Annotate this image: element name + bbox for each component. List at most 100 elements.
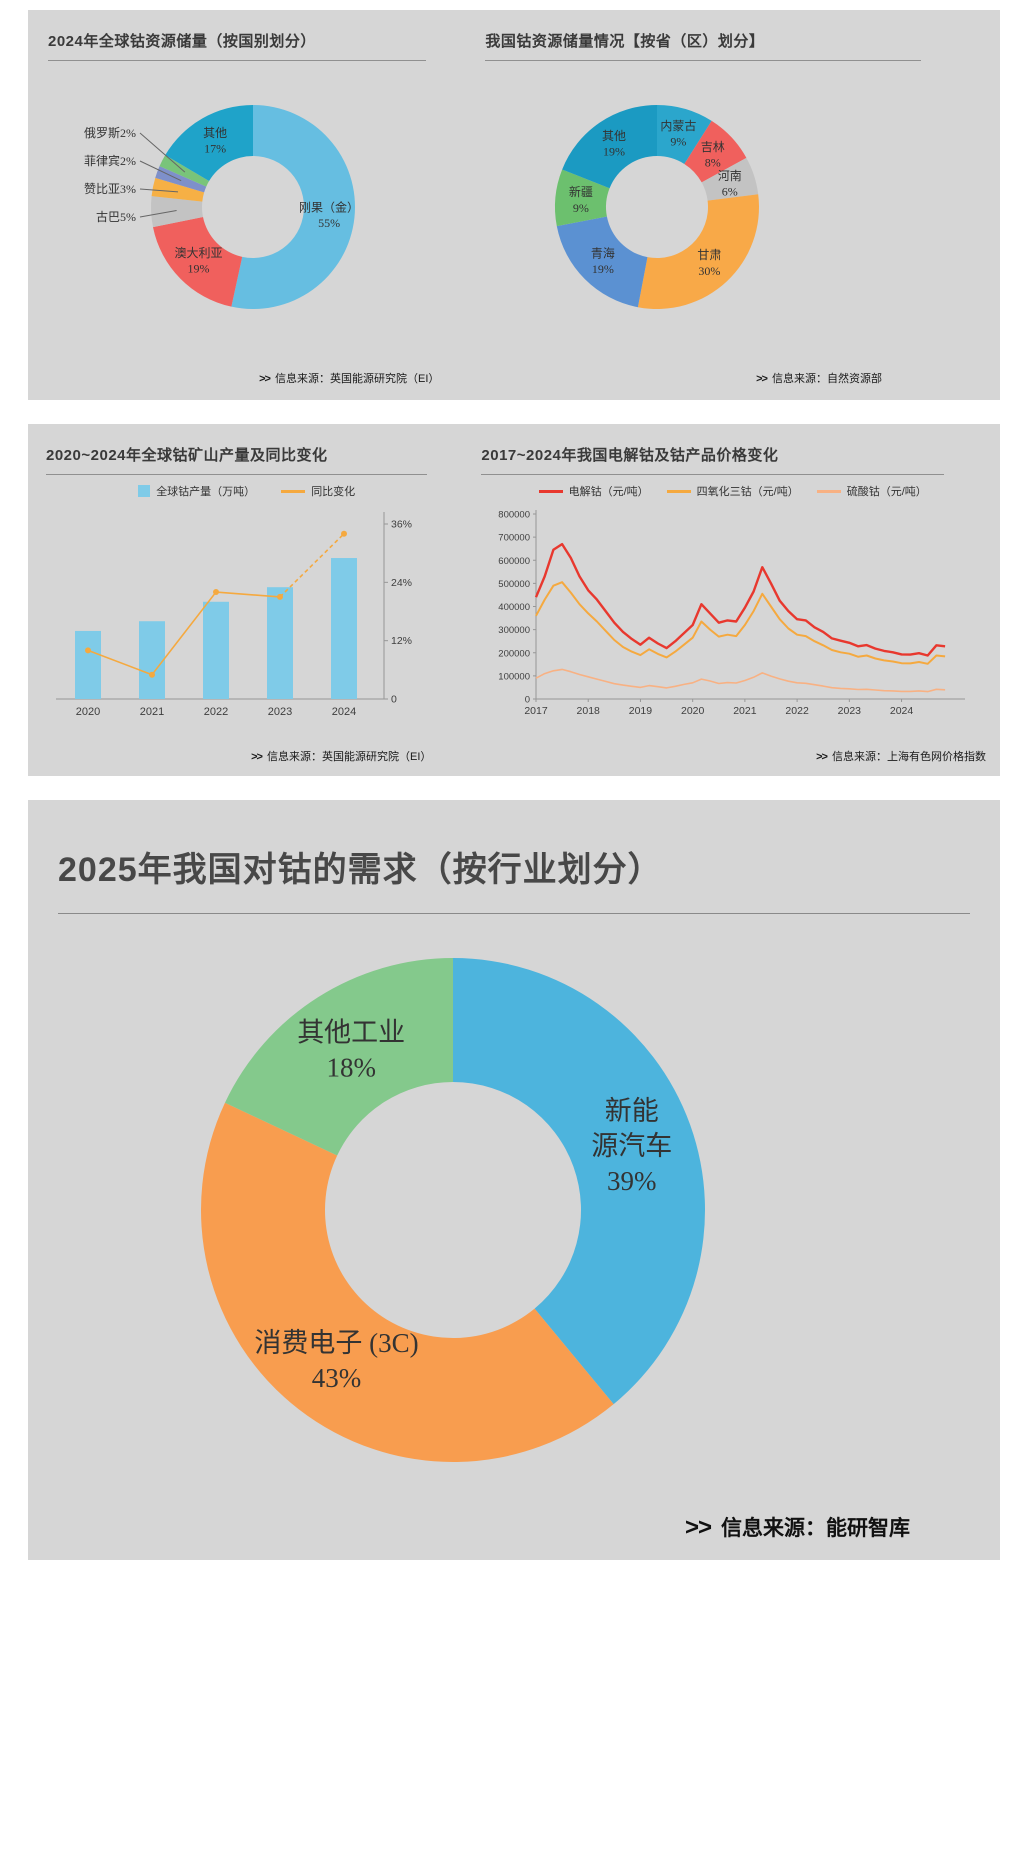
panel-demand: 2025年我国对钴的需求（按行业划分） 新能 源汽车 39% 消费电子 (3C) 43%… xyxy=(28,800,1000,1560)
legend-item-production-bars: 全球钴产量（万吨） xyxy=(138,483,255,499)
legend-item-cobalt-sulfate: 硫酸钴（元/吨） xyxy=(816,483,927,499)
card-china-reserves: 我国钴资源储量情况【按省（区）划分】 内蒙古 9% 吉林 8% 河南 6% 甘肃 30% 青海 1… xyxy=(465,10,1000,400)
source-note-prices: >> 信息来源：上海有色网价格指数 xyxy=(816,748,986,764)
legend-prices: 电解钴（元/吨） 四氧化三钴（元/吨） 硫酸钴（元/吨） xyxy=(481,483,984,499)
svg-text:澳大利亚: 澳大利亚 xyxy=(174,246,222,260)
svg-text:17%: 17% xyxy=(204,142,226,156)
legend-item-electrolytic-cobalt: 电解钴（元/吨） xyxy=(538,483,649,499)
source-note-production: >> 信息来源：英国能源研究院（EI） xyxy=(251,748,431,764)
donut-chart-china-reserves: 内蒙古 9% 吉林 8%河南6% 甘肃 30% 青海 19% 新疆 9% 其他 19% xyxy=(555,105,760,309)
svg-text:河南: 河南 xyxy=(718,168,742,183)
svg-text:2020: 2020 xyxy=(76,706,100,718)
svg-text:2021: 2021 xyxy=(140,706,164,718)
svg-text:300000: 300000 xyxy=(499,625,531,636)
svg-text:2024: 2024 xyxy=(890,705,914,717)
source-text: 信息来源：自然资源部 xyxy=(771,373,882,385)
svg-text:700000: 700000 xyxy=(499,533,531,544)
card-cobalt-prices: 2017~2024年我国电解钴及钴产品价格变化 电解钴（元/吨） 四氧化三钴（元… xyxy=(465,424,1000,776)
svg-text:2017: 2017 xyxy=(525,705,549,717)
svg-text:43%: 43% xyxy=(312,1363,362,1393)
source-arrows: >> xyxy=(259,373,271,385)
svg-text:9%: 9% xyxy=(671,135,687,149)
legend-label: 全球钴产量（万吨） xyxy=(156,486,256,498)
source-arrows: >> xyxy=(816,751,828,763)
chart-title-demand: 2025年我国对钴的需求（按行业划分） xyxy=(58,851,663,889)
panel-reserves: 2024年全球钴资源储量（按国别划分） 俄罗斯2% 菲律宾2% 赞比亚3% 古巴5% 刚… xyxy=(28,10,1000,400)
legend-label: 电解钴（元/吨） xyxy=(568,486,649,498)
svg-text:2019: 2019 xyxy=(629,705,653,717)
legend-label: 硫酸钴（元/吨） xyxy=(846,486,927,498)
chart-title-cobalt-prices: 2017~2024年我国电解钴及钴产品价格变化 xyxy=(481,447,779,464)
source-note-china-reserves: >> 信息来源：自然资源部 xyxy=(756,370,882,386)
svg-text:甘肃: 甘肃 xyxy=(698,248,722,262)
svg-text:其他: 其他 xyxy=(203,126,227,140)
title-rule xyxy=(485,60,921,61)
svg-text:2022: 2022 xyxy=(204,706,228,718)
svg-text:8%: 8% xyxy=(705,156,721,170)
bar-line-chart-production: 0 12% 24% 36% 2020 2021 2022 2023 2024 xyxy=(56,512,412,718)
svg-text:400000: 400000 xyxy=(499,602,531,613)
card-global-reserves: 2024年全球钴资源储量（按国别划分） 俄罗斯2% 菲律宾2% 赞比亚3% 古巴5% 刚… xyxy=(28,10,465,400)
source-arrows: >> xyxy=(684,1514,712,1541)
title-rule xyxy=(46,474,428,475)
line-swatch xyxy=(666,489,691,493)
legend-item-yoy-line: 同比变化 xyxy=(281,483,355,499)
svg-text:39%: 39% xyxy=(607,1166,657,1196)
svg-text:18%: 18% xyxy=(326,1053,376,1083)
svg-text:2023: 2023 xyxy=(268,706,292,718)
svg-text:19%: 19% xyxy=(187,262,209,276)
svg-text:赞比亚3%: 赞比亚3% xyxy=(84,182,136,196)
svg-text:2024: 2024 xyxy=(332,706,356,718)
title-rule xyxy=(48,60,426,61)
svg-text:古巴5%: 古巴5% xyxy=(96,209,136,224)
legend-label: 同比变化 xyxy=(311,486,356,498)
svg-text:12%: 12% xyxy=(391,635,412,647)
source-text: 信息来源：能研智库 xyxy=(721,1517,910,1540)
svg-text:2023: 2023 xyxy=(838,705,862,717)
line-swatch xyxy=(538,489,563,493)
source-note-demand: >> 信息来源：能研智库 xyxy=(58,1512,970,1542)
line-swatch xyxy=(281,489,306,493)
svg-text:2021: 2021 xyxy=(734,705,758,717)
source-text: 信息来源：英国能源研究院（EI） xyxy=(266,751,432,763)
svg-text:源汽车: 源汽车 xyxy=(591,1131,672,1161)
svg-text:吉林: 吉林 xyxy=(701,140,725,154)
svg-text:30%: 30% xyxy=(699,264,721,278)
legend-item-cobalt-tetroxide: 四氧化三钴（元/吨） xyxy=(666,483,799,499)
svg-text:100000: 100000 xyxy=(499,671,531,682)
svg-text:刚果（金）: 刚果（金） xyxy=(299,200,359,215)
svg-text:新疆: 新疆 xyxy=(569,184,593,199)
svg-text:800000: 800000 xyxy=(499,510,531,521)
line-swatch xyxy=(816,489,841,493)
card-global-production: 2020~2024年全球钴矿山产量及同比变化 全球钴产量（万吨） 同比变化 0 1… xyxy=(28,424,465,776)
legend-label: 四氧化三钴（元/吨） xyxy=(696,486,799,498)
cobalt-infographic-page: 2024年全球钴资源储量（按国别划分） 俄罗斯2% 菲律宾2% 赞比亚3% 古巴5% 刚… xyxy=(0,10,1028,1560)
title-rule xyxy=(481,474,944,475)
svg-text:俄罗斯2%: 俄罗斯2% xyxy=(84,126,136,140)
svg-text:2022: 2022 xyxy=(786,705,810,717)
bar-swatch xyxy=(138,485,151,497)
svg-text:2020: 2020 xyxy=(681,705,705,717)
svg-text:其他: 其他 xyxy=(602,129,626,143)
svg-text:55%: 55% xyxy=(318,216,340,230)
svg-text:0: 0 xyxy=(391,694,397,706)
source-text: 信息来源：英国能源研究院（EI） xyxy=(274,373,440,385)
svg-text:600000: 600000 xyxy=(499,556,531,567)
panel-production-and-prices: 2020~2024年全球钴矿山产量及同比变化 全球钴产量（万吨） 同比变化 0 1… xyxy=(28,424,1000,776)
svg-text:6%: 6% xyxy=(722,184,738,198)
line-chart-prices: 800000 700000 600000 500000 400000 300000 2000… xyxy=(499,510,966,717)
svg-text:青海: 青海 xyxy=(591,245,615,260)
svg-text:其他工业: 其他工业 xyxy=(297,1017,405,1047)
svg-text:2018: 2018 xyxy=(577,705,601,717)
chart-title-global-production: 2020~2024年全球钴矿山产量及同比变化 xyxy=(46,447,328,464)
svg-text:0: 0 xyxy=(525,695,530,706)
svg-text:19%: 19% xyxy=(592,262,614,276)
svg-text:36%: 36% xyxy=(391,519,412,531)
svg-text:消费电子 (3C): 消费电子 (3C) xyxy=(254,1328,418,1358)
svg-text:24%: 24% xyxy=(391,577,412,589)
svg-text:菲律宾2%: 菲律宾2% xyxy=(84,153,136,168)
source-note-global-reserves: >> 信息来源：英国能源研究院（EI） xyxy=(259,370,439,386)
source-arrows: >> xyxy=(251,751,263,763)
svg-text:200000: 200000 xyxy=(499,648,531,659)
